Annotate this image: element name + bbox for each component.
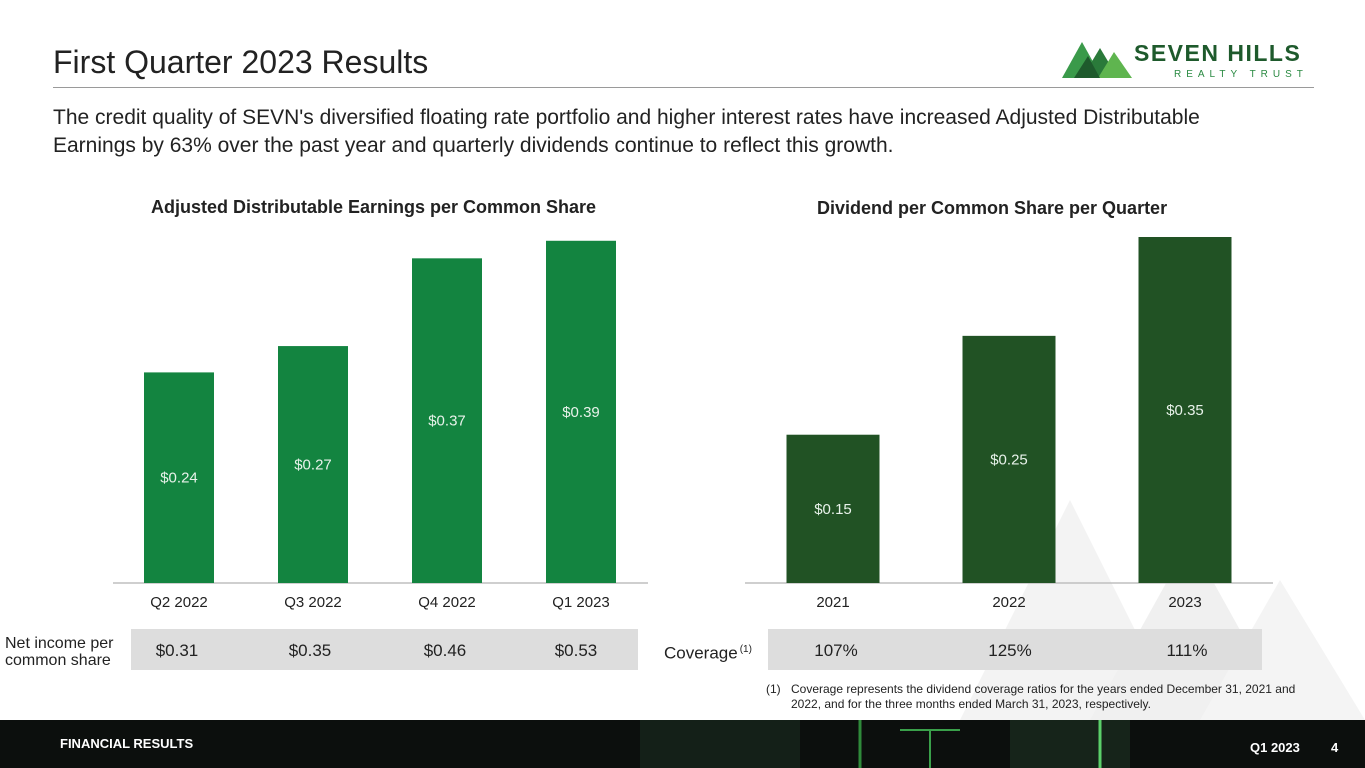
left-chart-title: Adjusted Distributable Earnings per Comm… <box>151 197 597 217</box>
net-income-label-line2: common share <box>5 652 111 669</box>
net-income-cell: $0.35 <box>288 641 332 660</box>
x-tick-label: 2023 <box>1168 594 1201 611</box>
x-tick-label: Q2 2022 <box>150 594 208 611</box>
net-income-row-band <box>131 629 638 670</box>
right-bar-chart: $0.15 2021 $0.25 2022 $0.35 2023 <box>745 237 1273 611</box>
x-tick-label: Q4 2022 <box>418 594 476 611</box>
footer-page-number: 4 <box>1331 740 1339 755</box>
net-income-cell: $0.31 <box>155 641 199 660</box>
coverage-footnote-marker: (1) <box>739 644 752 655</box>
footer-bar: FINANCIAL RESULTS Q1 2023 4 <box>0 720 1365 768</box>
bar <box>278 346 348 583</box>
net-income-cell: $0.46 <box>423 641 467 660</box>
bar-data-label: $0.27 <box>294 457 332 474</box>
company-logo: SEVEN HILLS REALTY TRUST <box>1060 38 1316 82</box>
x-tick-label: Q3 2022 <box>284 594 342 611</box>
footer-section-label: FINANCIAL RESULTS <box>60 736 194 751</box>
bar-data-label: $0.35 <box>1166 402 1204 419</box>
page-subtitle: The credit quality of SEVN's diversified… <box>53 106 1200 157</box>
net-income-row-label: Net income per common share <box>5 635 114 669</box>
bar <box>786 434 880 583</box>
title-divider <box>53 87 1314 88</box>
footer-quarter: Q1 2023 <box>1250 740 1300 755</box>
coverage-cell: 107% <box>814 641 858 660</box>
x-tick-label: 2021 <box>816 594 849 611</box>
charts-canvas: $0.24 Q2 2022 $0.27 Q3 2022 $0.37 Q4 2022 $0.3… <box>113 237 1365 720</box>
bar-data-label: $0.25 <box>990 451 1028 468</box>
bar-data-label: $0.15 <box>814 501 852 518</box>
coverage-row-band <box>768 629 1262 670</box>
net-income-label-line1: Net income per <box>5 635 114 652</box>
bar-data-label: $0.39 <box>562 404 600 421</box>
bar <box>1138 237 1232 583</box>
footnote-number: (1) <box>766 682 781 696</box>
coverage-row-label: Coverage (1) <box>664 641 752 662</box>
bar-data-label: $0.37 <box>428 413 466 430</box>
logo-brand-text: SEVEN HILLS <box>1134 40 1302 66</box>
coverage-cell: 111% <box>1166 641 1208 660</box>
footnote-text: Coverage represents the dividend coverag… <box>791 682 1296 711</box>
bar <box>546 240 616 583</box>
left-bar-chart: $0.24 Q2 2022 $0.27 Q3 2022 $0.37 Q4 2022 $0.3… <box>113 240 648 611</box>
bar <box>962 335 1056 583</box>
bar-data-label: $0.24 <box>160 470 198 487</box>
mountain-logo-icon <box>1062 42 1132 78</box>
net-income-cell: $0.53 <box>554 641 598 660</box>
x-tick-label: 2022 <box>992 594 1025 611</box>
page-title: First Quarter 2023 Results <box>53 44 429 80</box>
logo-subtitle-text: REALTY TRUST <box>1174 69 1308 80</box>
x-tick-label: Q1 2023 <box>552 594 610 611</box>
footer-decoration <box>0 720 1365 768</box>
coverage-cell: 125% <box>988 641 1032 660</box>
right-chart-title: Dividend per Common Share per Quarter <box>817 198 1168 218</box>
bar <box>412 258 482 583</box>
bar <box>144 372 214 583</box>
coverage-label: Coverage <box>664 643 738 663</box>
